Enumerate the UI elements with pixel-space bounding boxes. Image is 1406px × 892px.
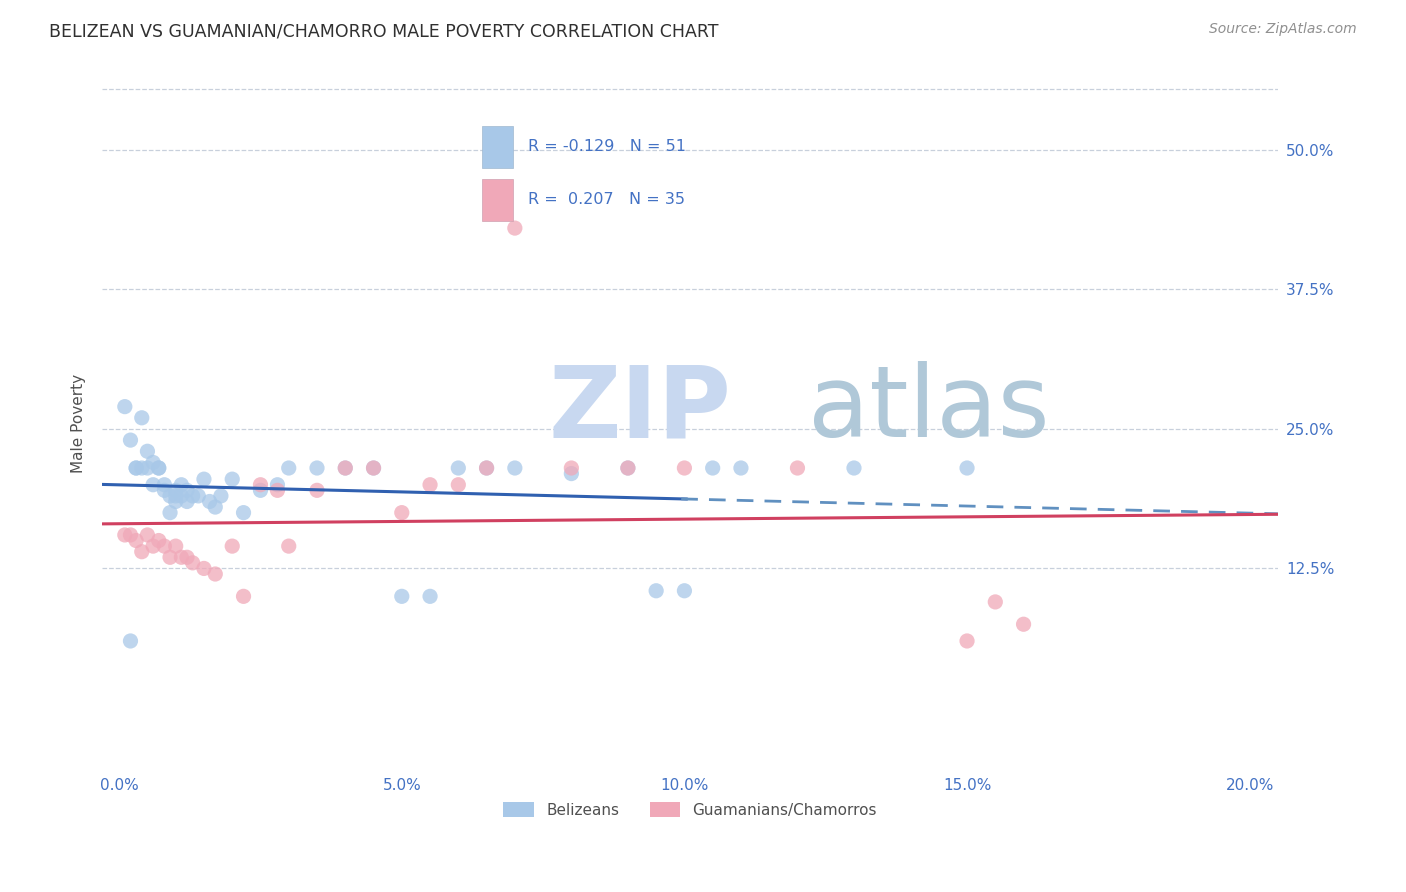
Point — [193, 561, 215, 575]
Point — [221, 472, 243, 486]
Point — [114, 400, 136, 414]
Point — [842, 461, 865, 475]
Point — [170, 550, 193, 565]
Point — [153, 539, 176, 553]
Point — [305, 483, 328, 498]
Point — [560, 467, 582, 481]
Point — [956, 634, 979, 648]
Point — [335, 461, 357, 475]
Point — [266, 477, 288, 491]
Point — [447, 461, 470, 475]
Point — [148, 461, 170, 475]
Point — [153, 477, 176, 491]
Point — [170, 489, 193, 503]
Y-axis label: Male Poverty: Male Poverty — [72, 374, 86, 473]
Text: ZIP: ZIP — [548, 361, 733, 458]
Point — [148, 533, 170, 548]
Point — [131, 461, 153, 475]
Point — [181, 556, 204, 570]
Point — [277, 539, 299, 553]
Point — [142, 539, 165, 553]
Point — [176, 550, 198, 565]
Point — [187, 489, 209, 503]
Point — [125, 533, 148, 548]
Point — [617, 461, 640, 475]
Point — [266, 483, 288, 498]
Point — [673, 583, 696, 598]
Point — [363, 461, 385, 475]
Point — [120, 433, 142, 447]
Point — [142, 477, 165, 491]
Point — [198, 494, 221, 508]
Text: BELIZEAN VS GUAMANIAN/CHAMORRO MALE POVERTY CORRELATION CHART: BELIZEAN VS GUAMANIAN/CHAMORRO MALE POVE… — [49, 22, 718, 40]
Point — [249, 483, 271, 498]
Point — [956, 461, 979, 475]
Point — [391, 506, 413, 520]
Point — [181, 489, 204, 503]
Point — [159, 506, 181, 520]
Point — [165, 483, 187, 498]
Point — [176, 483, 198, 498]
Point — [165, 494, 187, 508]
Point — [204, 500, 226, 514]
Point — [232, 506, 254, 520]
Point — [984, 595, 1007, 609]
Point — [148, 461, 170, 475]
Point — [391, 590, 413, 604]
Point — [125, 461, 148, 475]
Point — [193, 472, 215, 486]
Point — [305, 461, 328, 475]
Text: atlas: atlas — [807, 361, 1049, 458]
Point — [170, 477, 193, 491]
Point — [475, 461, 498, 475]
Point — [617, 461, 640, 475]
Point — [363, 461, 385, 475]
Point — [136, 444, 159, 458]
Point — [730, 461, 752, 475]
Point — [142, 455, 165, 469]
Point — [120, 634, 142, 648]
Point — [114, 528, 136, 542]
Point — [159, 489, 181, 503]
Point — [221, 539, 243, 553]
Point — [645, 583, 668, 598]
Point — [503, 461, 526, 475]
Point — [120, 528, 142, 542]
Point — [125, 461, 148, 475]
Point — [209, 489, 232, 503]
Point — [673, 461, 696, 475]
Point — [165, 539, 187, 553]
Text: Source: ZipAtlas.com: Source: ZipAtlas.com — [1209, 22, 1357, 37]
Point — [419, 477, 441, 491]
Point — [136, 461, 159, 475]
Point — [475, 461, 498, 475]
Point — [1012, 617, 1035, 632]
Point — [560, 461, 582, 475]
Point — [277, 461, 299, 475]
Point — [232, 590, 254, 604]
Point — [131, 544, 153, 558]
Point — [165, 489, 187, 503]
Legend: Belizeans, Guamanians/Chamorros: Belizeans, Guamanians/Chamorros — [498, 796, 883, 824]
Point — [249, 477, 271, 491]
Point — [159, 550, 181, 565]
Point — [131, 410, 153, 425]
Point — [447, 477, 470, 491]
Point — [419, 590, 441, 604]
Point — [702, 461, 724, 475]
Point — [153, 483, 176, 498]
Point — [176, 494, 198, 508]
Point — [204, 567, 226, 582]
Point — [786, 461, 808, 475]
Point — [136, 528, 159, 542]
Point — [503, 221, 526, 235]
Point — [335, 461, 357, 475]
